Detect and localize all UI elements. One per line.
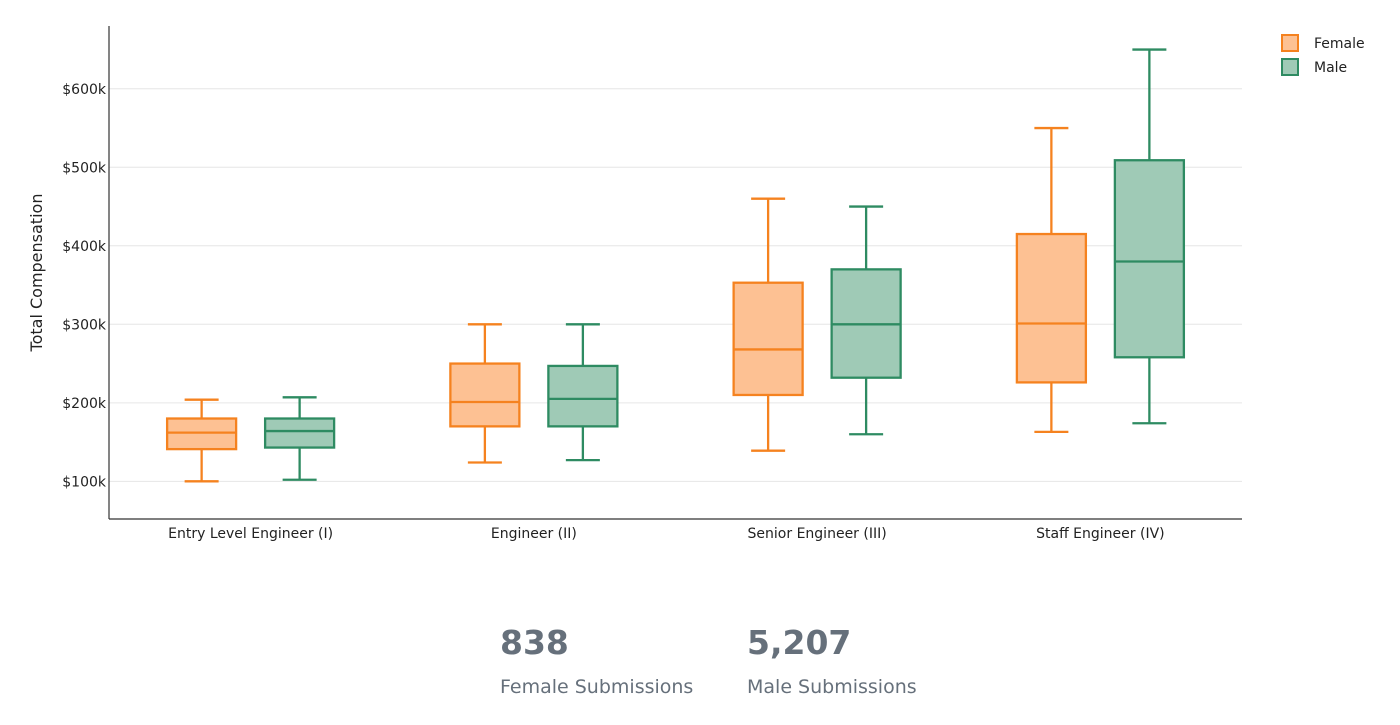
legend-label-female: Female xyxy=(1314,36,1365,52)
legend-label-male: Male xyxy=(1314,60,1347,76)
y-axis-title: Total Compensation xyxy=(27,194,46,353)
legend-swatch-male xyxy=(1281,58,1299,76)
y-tick-label: $300k xyxy=(62,317,107,333)
y-tick-label: $200k xyxy=(62,396,107,412)
box-male xyxy=(547,364,619,428)
x-tick-label: Senior Engineer (III) xyxy=(748,526,887,542)
box-female xyxy=(732,281,804,397)
y-tick-label: $500k xyxy=(62,160,107,176)
legend-swatch-female xyxy=(1281,34,1299,52)
male-submissions-stat: 5,207 Male Submissions xyxy=(747,620,917,700)
box-female xyxy=(449,362,521,428)
female-submissions-label: Female Submissions xyxy=(500,676,694,698)
x-tick-label: Engineer (II) xyxy=(491,526,577,542)
x-tick-label: Entry Level Engineer (I) xyxy=(168,526,333,542)
x-tick-label: Staff Engineer (IV) xyxy=(1036,526,1164,542)
male-submissions-label: Male Submissions xyxy=(747,676,917,698)
y-tick-label: $400k xyxy=(62,239,107,255)
box-female xyxy=(1015,232,1088,384)
box-female xyxy=(165,417,238,451)
y-tick-label: $100k xyxy=(62,474,107,490)
box-plot-chart: $100k $200k $300k $400k $500k $600k Total Comp… xyxy=(27,26,1365,542)
male-submissions-count: 5,207 xyxy=(747,623,852,662)
box-male xyxy=(1113,159,1186,359)
female-submissions-stat: 838 Female Submissions xyxy=(500,620,693,700)
box-male xyxy=(263,417,336,449)
y-tick-label: $600k xyxy=(62,82,107,98)
female-submissions-count: 838 xyxy=(500,623,569,662)
